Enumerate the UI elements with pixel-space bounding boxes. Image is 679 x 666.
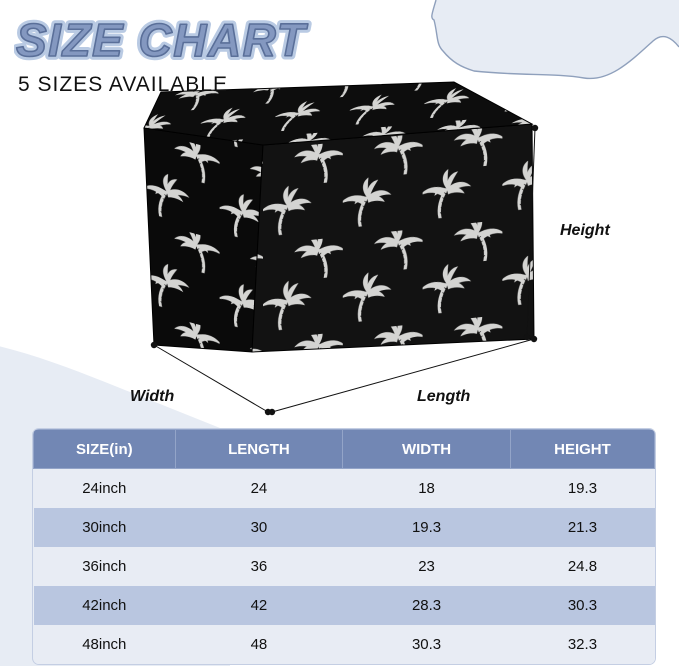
svg-text:SIZE CHART: SIZE CHART xyxy=(16,14,309,66)
